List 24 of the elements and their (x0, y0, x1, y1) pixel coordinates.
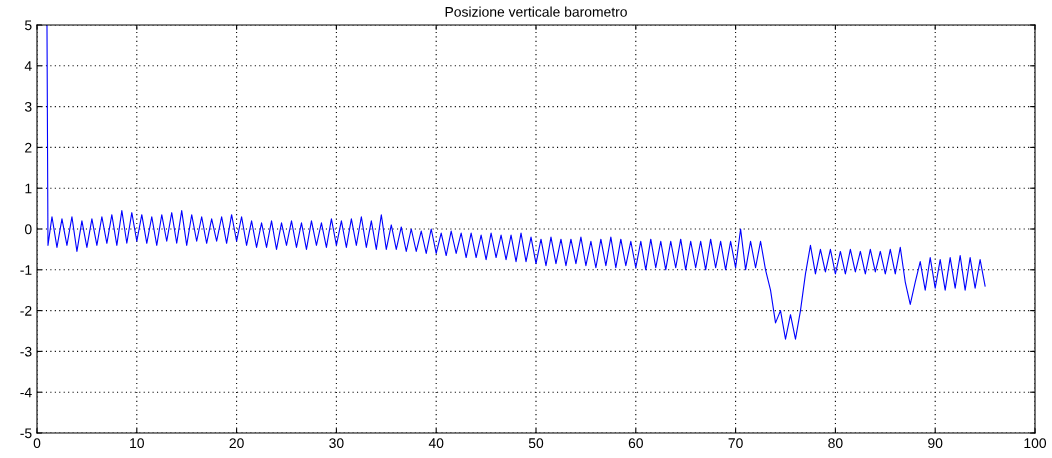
y-tick-label: -4 (20, 387, 32, 398)
y-tick-label: 0 (24, 224, 32, 235)
y-tick-label: -5 (20, 428, 32, 439)
y-tick-label: -2 (20, 305, 32, 316)
y-tick-label: 4 (24, 61, 32, 71)
y-tick-label: 5 (24, 20, 32, 31)
x-tick-label: 70 (728, 438, 743, 449)
x-tick-label: 20 (229, 438, 244, 449)
y-tick-label: 2 (25, 142, 32, 153)
x-tick-label: 100 (1024, 438, 1047, 449)
y-tick-label: 3 (24, 101, 32, 112)
y-tick-label: 1 (25, 183, 32, 194)
y-tick-label: -3 (20, 346, 32, 357)
chart-title: Posizione verticale barometro (445, 6, 627, 17)
x-tick-label: 10 (130, 438, 144, 449)
x-tick-label: 50 (528, 438, 544, 449)
x-tick-label: 90 (928, 438, 943, 449)
line-series (46, 25, 986, 340)
x-tick-label: 30 (329, 438, 344, 449)
x-tick-label: 80 (828, 438, 843, 449)
x-tick-label: 40 (428, 438, 444, 449)
x-tick-label: 0 (33, 438, 41, 449)
y-tick-label: -1 (20, 265, 32, 275)
x-tick-label: 60 (628, 438, 643, 449)
